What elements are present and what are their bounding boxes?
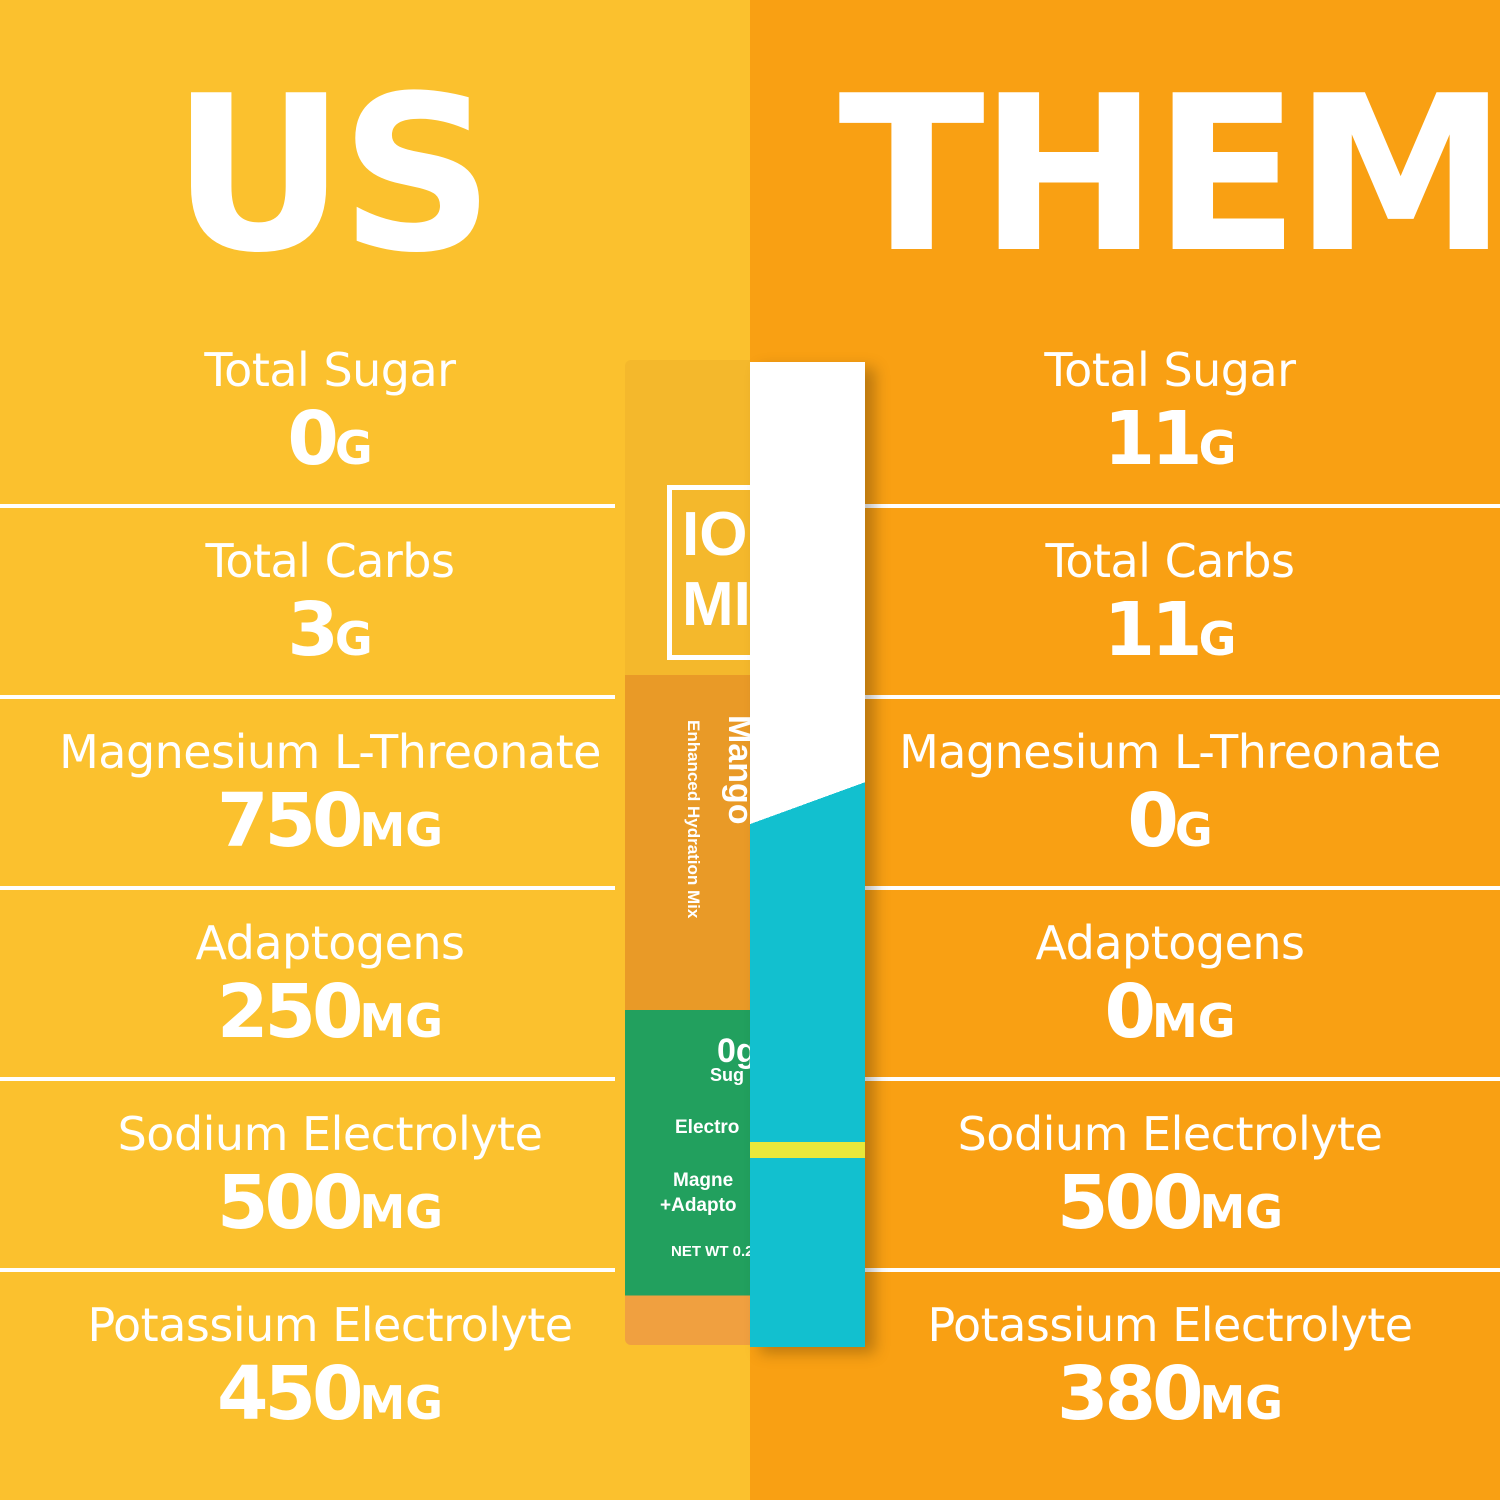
value-number: 3 — [287, 587, 338, 673]
nutrient-label: Potassium Electrolyte — [927, 1298, 1413, 1352]
value-number: 500 — [216, 1160, 363, 1246]
value-number: 11 — [1103, 587, 1203, 673]
packet-stripe — [750, 1142, 865, 1158]
them-panel — [750, 0, 1500, 1500]
comparison-row-us: Adaptogens 250MG — [0, 916, 660, 1063]
nutrient-value: 3G — [0, 588, 660, 681]
nutrient-label: Sodium Electrolyte — [957, 1107, 1383, 1161]
nutrient-label: Magnesium L-Threonate — [899, 725, 1441, 779]
claim-magnesium: Magne — [673, 1170, 734, 1191]
row-divider — [0, 695, 615, 699]
value-number: 250 — [216, 969, 363, 1055]
value-number: 750 — [216, 778, 363, 864]
comparison-row-us: Sodium Electrolyte 500MG — [0, 1107, 660, 1254]
claim-adaptogens: +Adapto — [660, 1195, 737, 1216]
product-packet: IO MI Mango Enhanced Hydration Mix 0g Su… — [625, 360, 759, 1345]
value-number: 11 — [1103, 396, 1203, 482]
nutrient-label: Magnesium L-Threonate — [59, 725, 601, 779]
row-divider — [840, 886, 1500, 890]
value-number: 0 — [1127, 778, 1178, 864]
row-divider — [840, 695, 1500, 699]
nutrient-value: 11G — [840, 397, 1500, 490]
value-unit: MG — [1199, 1185, 1283, 1239]
value-unit: G — [1198, 421, 1237, 475]
comparison-row-us: Total Sugar 0G — [0, 343, 660, 490]
row-divider — [0, 1268, 615, 1272]
comparison-row-them: Sodium Electrolyte 500MG — [840, 1107, 1500, 1254]
nutrient-value: 750MG — [0, 779, 660, 872]
product-subtitle: Enhanced Hydration Mix — [684, 720, 703, 919]
nutrient-value: 450MG — [0, 1352, 660, 1445]
value-number: 500 — [1056, 1160, 1203, 1246]
us-title: US — [171, 49, 494, 300]
value-unit: G — [1198, 612, 1237, 666]
comparison-row-them: Adaptogens 0MG — [840, 916, 1500, 1063]
value-unit: G — [1174, 803, 1213, 857]
row-divider — [840, 1077, 1500, 1081]
nutrient-label: Potassium Electrolyte — [87, 1298, 573, 1352]
them-title: THEM — [838, 49, 1500, 300]
nutrient-label: Adaptogens — [1035, 916, 1305, 970]
nutrient-label: Total Sugar — [1044, 343, 1296, 397]
claim-electrolytes: Electro — [675, 1117, 740, 1138]
net-weight: NET WT 0.2 — [671, 1243, 750, 1260]
row-divider — [0, 1077, 615, 1081]
value-number: 380 — [1056, 1351, 1203, 1437]
row-divider — [0, 886, 615, 890]
nutrient-label: Total Carbs — [205, 534, 455, 588]
comparison-row-us: Magnesium L-Threonate 750MG — [0, 725, 660, 872]
value-number: 450 — [216, 1351, 363, 1437]
value-number: 0 — [1104, 969, 1155, 1055]
value-unit: MG — [359, 1376, 443, 1430]
nutrient-label: Sodium Electrolyte — [117, 1107, 543, 1161]
nutrient-label: Total Sugar — [204, 343, 456, 397]
value-unit: MG — [1151, 994, 1236, 1048]
value-unit: MG — [1199, 1376, 1283, 1430]
comparison-row-us: Potassium Electrolyte 450MG — [0, 1298, 660, 1445]
nutrient-value: 0MG — [840, 970, 1500, 1063]
nutrient-value: 0G — [0, 397, 660, 490]
row-divider — [840, 504, 1500, 508]
value-unit: G — [334, 421, 373, 475]
nutrient-value: 500MG — [0, 1161, 660, 1254]
comparison-row-us: Total Carbs 3G — [0, 534, 660, 681]
row-divider — [0, 504, 615, 508]
nutrient-value: 500MG — [840, 1161, 1500, 1254]
competitor-packet — [750, 362, 865, 1347]
nutrient-value: 380MG — [840, 1352, 1500, 1445]
value-unit: G — [334, 612, 373, 666]
nutrient-label: Adaptogens — [195, 916, 465, 970]
value-number: 0 — [287, 396, 338, 482]
nutrient-value: 250MG — [0, 970, 660, 1063]
value-unit: MG — [359, 994, 443, 1048]
value-unit: MG — [359, 1185, 443, 1239]
nutrient-value: 0G — [840, 779, 1500, 872]
value-unit: MG — [359, 803, 443, 857]
claim-sugar: Sug — [710, 1065, 744, 1085]
row-divider — [840, 1268, 1500, 1272]
comparison-row-them: Magnesium L-Threonate 0G — [840, 725, 1500, 872]
comparison-row-them: Total Carbs 11G — [840, 534, 1500, 681]
nutrient-label: Total Carbs — [1045, 534, 1295, 588]
comparison-row-them: Total Sugar 11G — [840, 343, 1500, 490]
nutrient-value: 11G — [840, 588, 1500, 681]
comparison-row-them: Potassium Electrolyte 380MG — [840, 1298, 1500, 1445]
brand-logo: IO MI — [667, 485, 757, 660]
